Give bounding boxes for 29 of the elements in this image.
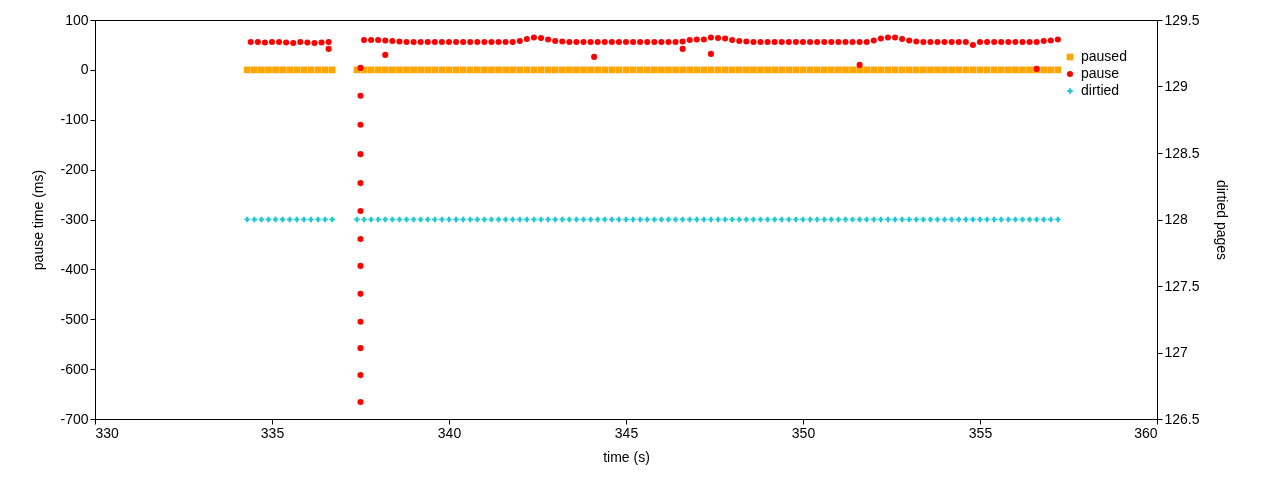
y-tick-label: -700 [60,410,89,427]
y2-tick-label: 127.5 [1164,277,1200,294]
x-tick-label: 345 [614,424,639,441]
y-tick-label: -600 [60,360,89,377]
x-tick-label: 355 [968,424,993,441]
x-tick-label: 350 [791,424,816,441]
y2-tick-label: 129.5 [1164,11,1200,28]
y2-tick-label: 128 [1164,211,1189,227]
x-axis-title: time (s) [603,448,650,465]
y-tick-label: -400 [60,260,89,277]
x-tick-label: 340 [437,424,462,441]
y2-tick-label: 129 [1164,78,1189,94]
y-tick-label: -100 [60,111,89,128]
y2-tick-label: 126.5 [1164,410,1200,427]
legend-label: paused [1081,48,1127,64]
y-tick-label: -200 [60,161,89,178]
y-tick-label: -300 [60,211,89,227]
y2-tick-label: 128.5 [1164,144,1200,161]
y2-tick-label: 127 [1164,344,1189,360]
x-tick-label: 335 [260,424,285,441]
legend-label: dirtied [1081,82,1120,98]
y-axis-title: pause time (ms) [30,169,47,271]
y2-axis-title: dirtied pages [1213,179,1230,261]
y-tick-label: -500 [60,310,89,327]
y-tick-label: 0 [80,61,89,78]
x-tick-label: 330 [95,424,120,441]
y-tick-label: 100 [65,11,89,28]
legend-label: pause [1081,65,1120,81]
x-tick-label: 360 [1134,424,1158,441]
